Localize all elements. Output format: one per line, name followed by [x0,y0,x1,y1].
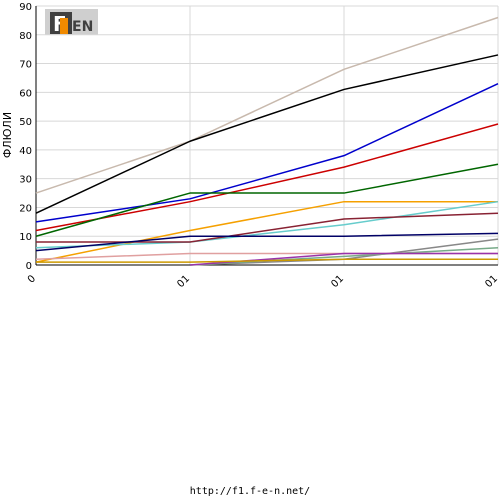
y-tick-label: 0 [26,261,32,272]
x-tick-label: 01 [175,273,192,290]
series-line-9 [35,232,499,252]
x-tick-label: 01 [483,273,500,290]
series-line-2 [35,54,499,214]
y-tick-label: 90 [19,2,32,13]
series-line-8 [36,212,499,243]
series-line-4 [35,123,499,232]
logo-text-en: EN [72,19,93,35]
y-tick-label: 80 [19,31,32,42]
y-tick-label: 70 [19,60,32,71]
series-layer [35,16,499,266]
y-tick-label: 30 [19,175,32,186]
series-line-12 [35,252,498,260]
f1en-logo: F EN [45,9,98,36]
series-line-5 [35,163,499,237]
series-line-6 [35,200,498,263]
tick-labels: 0 10 20 30 40 50 60 70 80 90 0 01 01 01 [19,2,500,290]
axes [35,6,498,266]
y-axis-label: ФЛЮЛИ [1,112,14,158]
y-tick-label: 60 [19,88,32,99]
series-line-7 [35,200,499,249]
y-tick-label: 50 [19,117,32,128]
series-line-3 [35,83,499,223]
x-tick-label: 0 [26,273,38,285]
logo-orange-one [60,18,68,34]
x-tick-label: 01 [329,273,346,290]
series-line-1 [35,16,499,194]
y-tick-label: 20 [19,203,32,214]
grid-lines [35,5,499,266]
series-line-14 [36,258,498,263]
y-tick-label: 40 [19,146,32,157]
series-line-11 [189,246,499,266]
footer-url[interactable]: http://f1.f-e-n.net/ [189,486,311,497]
y-tick-label: 10 [19,232,32,243]
